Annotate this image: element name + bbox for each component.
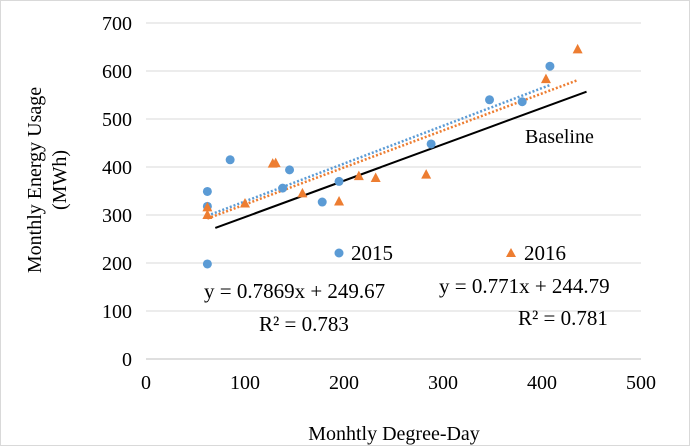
data-points [202,43,583,269]
point-2016-5 [297,187,308,198]
point-2015-3 [225,155,235,165]
point-2015-9 [485,95,495,105]
point-2016-0 [202,209,213,219]
point-2015-0 [202,259,212,269]
equation-2015: y = 0.7869x + 249.67 [204,279,385,303]
y-tick-label-600: 600 [102,61,132,83]
y-tick-label-500: 500 [102,109,132,131]
tick-labels: 0 100 200 300 400 500 600 700 0 100 200 300 400 500 [102,13,656,394]
point-2016-11 [572,43,583,54]
y-tick-label-300: 300 [102,205,132,227]
point-2016-2 [240,197,250,208]
point-2015-7 [334,176,344,186]
legend-2016: 2016 [506,241,566,265]
x-tick-label-300: 300 [428,372,458,394]
legend-2016-label: 2016 [524,241,566,265]
legend-2015-marker [334,248,344,258]
y-tick-label-0: 0 [122,349,132,371]
x-tick-label-100: 100 [230,372,260,394]
point-2016-10 [540,73,551,84]
legend-2016-marker [506,248,516,257]
trendline-2015 [206,83,551,217]
equation-2016: y = 0.771x + 244.79 [439,274,610,298]
x-tick-label-0: 0 [141,372,151,394]
trendlines [206,78,587,229]
point-2016-9 [421,169,432,179]
point-2015-2 [202,186,212,196]
point-2015-5 [285,165,295,175]
point-2015-4 [278,183,288,193]
x-tick-label-200: 200 [329,372,359,394]
legend-2015-label: 2015 [351,241,393,265]
point-2015-8 [426,139,436,149]
point-2015-11 [545,61,555,71]
y-tick-label-100: 100 [102,301,132,323]
baseline-label: Baseline [525,126,594,148]
legend-2015: 2015 [334,241,393,265]
y-axis-label-line2: (MWh) [49,150,71,210]
point-2016-7 [353,170,364,181]
y-tick-label-200: 200 [102,253,132,275]
y-axis-label-line1: Monthly Energy Usage [24,87,46,273]
y-tick-label-400: 400 [102,157,132,179]
gridlines [146,22,641,312]
point-2016-8 [370,172,381,183]
point-2016-6 [334,196,345,206]
x-axis-label: Monhtly Degree-Day [308,423,480,445]
baseline-line [214,90,587,229]
point-2015-6 [317,197,327,207]
r2-2015: R² = 0.783 [259,312,349,336]
trendline-2016 [206,78,579,220]
point-2016-4 [270,157,281,168]
r2-2016: R² = 0.781 [518,306,608,330]
x-tick-label-400: 400 [527,372,557,394]
y-tick-label-700: 700 [102,13,132,35]
x-tick-label-500: 500 [626,372,656,394]
point-2015-10 [517,97,527,107]
point-2016-1 [202,201,213,212]
